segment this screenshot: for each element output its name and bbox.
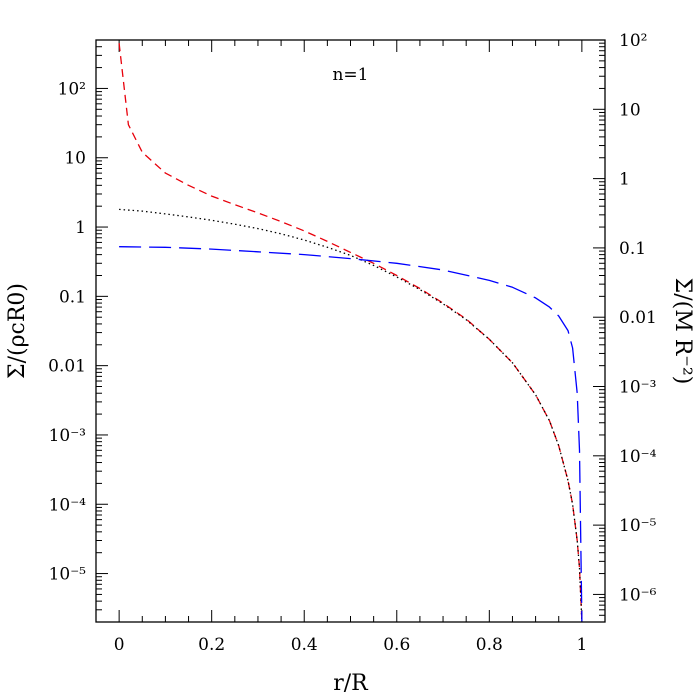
y-right-tick-label: 1 (619, 170, 630, 190)
x-tick-label: 0.4 (291, 635, 318, 655)
series-line-short-dash (118, 43, 583, 623)
y-right-tick-label: 10⁻³ (619, 378, 656, 398)
panel-annotation: n=1 (332, 65, 368, 85)
x-tick-label: 0.8 (476, 635, 503, 655)
y-axis-right-title: Σ/(M R⁻²) (670, 278, 695, 385)
y-right-tick-label: 10 (619, 100, 641, 120)
y-axis-left-title: Σ/(ρcR0) (5, 283, 30, 379)
y-left-tick-label: 0.01 (48, 357, 86, 377)
y-right-tick-label: 0.1 (619, 239, 646, 259)
y-left-tick-label: 0.1 (59, 287, 86, 307)
x-tick-label: 0 (114, 635, 125, 655)
series-line-dotted (119, 208, 583, 623)
plot-frame (95, 39, 606, 623)
tick-marks (96, 39, 605, 623)
series-lines (118, 43, 583, 623)
y-left-tick-label: 10⁻⁵ (49, 565, 87, 585)
y-left-tick-label: 1 (75, 218, 86, 238)
series-line-long-dash (119, 246, 583, 623)
x-tick-label: 0.6 (383, 635, 410, 655)
x-tick-label: 1 (576, 635, 587, 655)
y-left-tick-label: 10⁻⁴ (49, 495, 87, 515)
y-left-tick-label: 10⁻³ (49, 426, 86, 446)
x-tick-label: 0.2 (198, 635, 225, 655)
x-axis-title: r/R (333, 671, 369, 696)
y-right-tick-label: 0.01 (619, 308, 657, 328)
y-right-tick-label: 10⁻⁵ (619, 516, 657, 536)
y-left-tick-label: 10² (58, 79, 86, 99)
y-right-tick-label: 10² (619, 31, 647, 51)
y-left-tick-label: 10 (64, 149, 86, 169)
tick-labels: 0 0.2 0.4 0.6 0.8 1 10² 10 1 0.1 0.01 10⁻³ 10⁻⁴ 10⁻⁵ 1… (48, 31, 657, 655)
y-right-tick-label: 10⁻⁴ (619, 447, 657, 467)
y-right-tick-label: 10⁻⁶ (619, 585, 657, 605)
